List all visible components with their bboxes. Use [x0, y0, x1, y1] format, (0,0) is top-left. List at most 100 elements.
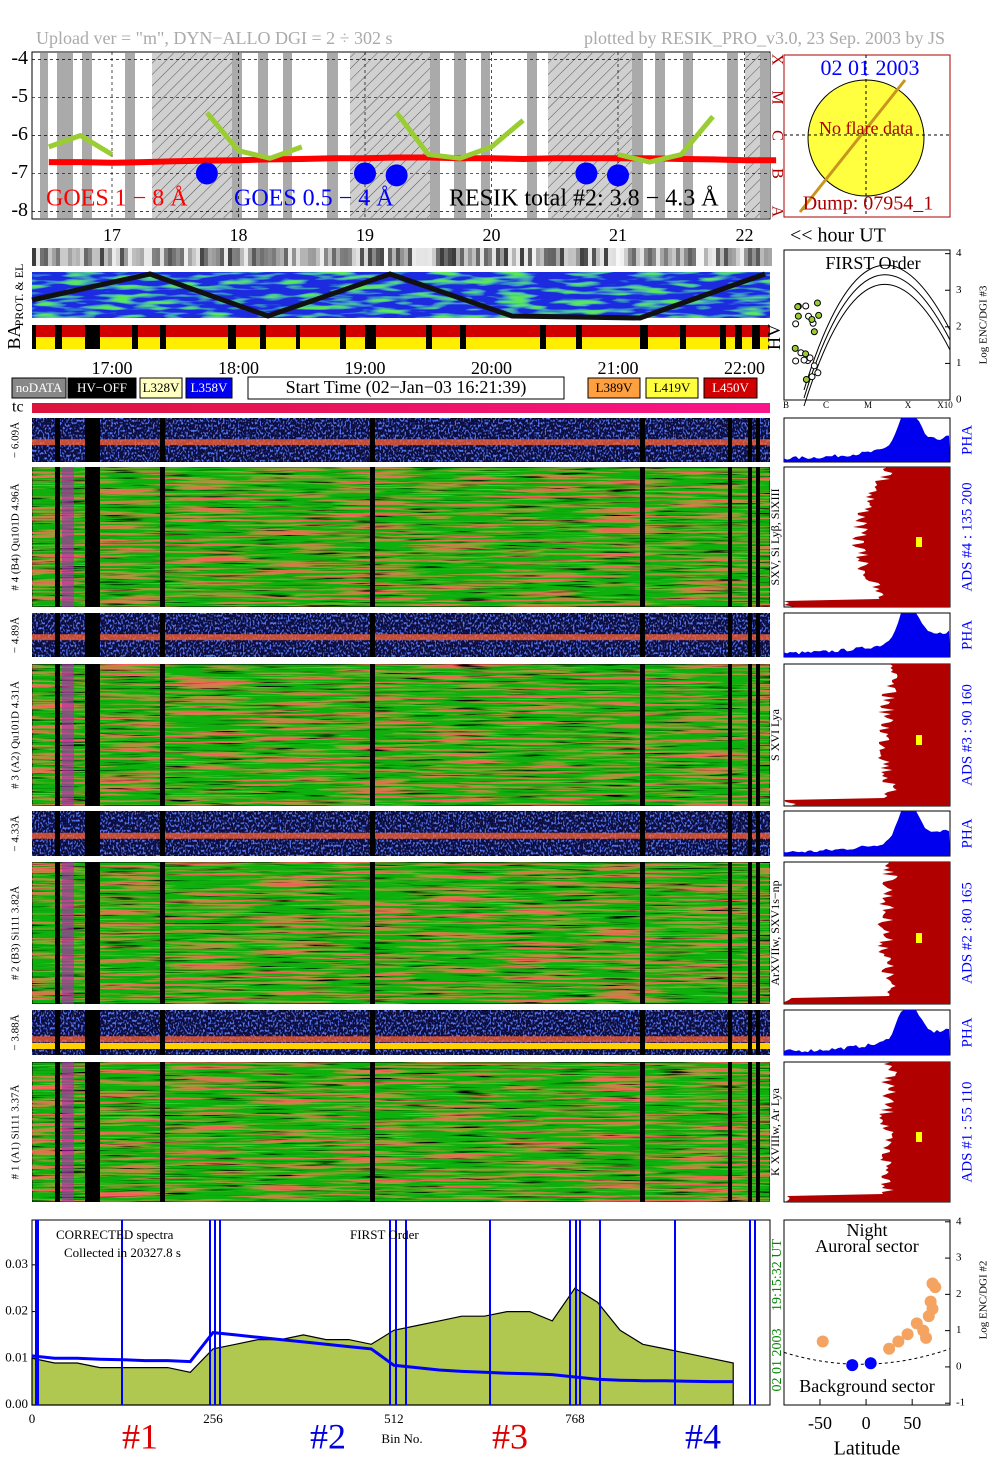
x-tick-label: -50 — [808, 1413, 832, 1433]
fo-point — [808, 373, 816, 381]
x-tick-label: M — [864, 400, 872, 410]
status-cell — [160, 248, 164, 266]
status-cell — [544, 248, 548, 266]
tc-cell — [314, 403, 320, 413]
tc-cell — [464, 403, 470, 413]
status-cell — [560, 248, 564, 266]
lat-point — [883, 1342, 896, 1355]
status-cell — [192, 248, 196, 266]
legend-box — [11, 377, 67, 399]
sun-date: 02 01 2003 — [821, 55, 920, 80]
status-cell — [648, 248, 652, 266]
status-cell — [640, 248, 644, 266]
legend-box — [587, 377, 641, 399]
status-cell — [676, 248, 680, 266]
goes-short-point — [385, 164, 408, 187]
gap — [728, 613, 732, 657]
status-cell — [296, 248, 300, 266]
strip-label: BA — [4, 324, 24, 349]
tc-cell — [422, 403, 428, 413]
status-cell — [524, 248, 528, 266]
status-cell — [424, 248, 428, 266]
tc-cell — [428, 403, 434, 413]
tc-cell — [584, 403, 590, 413]
channel-label: # 1 (A1) Si111 3.37Å — [10, 1085, 22, 1180]
gap — [756, 1010, 760, 1055]
tc-cell — [482, 403, 488, 413]
legend-box — [645, 377, 699, 399]
tc-cell — [626, 403, 632, 413]
status-cell — [636, 248, 640, 266]
pha-histogram — [784, 613, 950, 657]
gap — [748, 613, 752, 657]
class-label: B — [768, 168, 785, 179]
fo-point — [808, 315, 816, 323]
time-label: 22:00 — [724, 358, 765, 378]
ads-spectrogram — [31, 466, 771, 608]
pha-label: PHA — [959, 818, 975, 848]
status-cell — [496, 248, 500, 266]
status-cell — [36, 248, 40, 266]
pha-line — [32, 634, 770, 641]
status-cell — [144, 248, 148, 266]
hv-off — [55, 325, 62, 349]
status-cell — [460, 248, 464, 266]
status-cell — [380, 248, 384, 266]
tc-cell — [368, 403, 374, 413]
tc-cell — [164, 403, 170, 413]
status-cell — [376, 248, 380, 266]
tc-cell — [260, 403, 266, 413]
gap — [756, 664, 760, 806]
status-cell — [372, 248, 376, 266]
status-cell — [360, 248, 364, 266]
start-box — [247, 376, 565, 400]
legend-text: L328V — [143, 380, 180, 395]
spectrum-order: FIRST Order — [350, 1227, 419, 1242]
status-cell — [476, 248, 480, 266]
status-cell — [220, 248, 224, 266]
status-cell — [268, 248, 272, 266]
gap — [748, 418, 752, 462]
ads-histogram — [784, 1062, 950, 1202]
gap — [728, 418, 732, 462]
y-tick-label: -5 — [11, 85, 28, 107]
fo-title: FIRST Order — [825, 253, 920, 273]
tc-cell — [680, 403, 686, 413]
tc-cell — [638, 403, 644, 413]
legend-text: L389V — [596, 380, 633, 395]
status-cell — [608, 248, 612, 266]
gap — [748, 862, 752, 1004]
tc-cell — [458, 403, 464, 413]
status-cell — [396, 248, 400, 266]
orbit-night — [632, 53, 643, 218]
status-cell — [664, 248, 668, 266]
status-cell — [68, 248, 72, 266]
status-cell — [104, 248, 108, 266]
prot-el-track — [31, 271, 766, 321]
goes-short-point — [195, 162, 218, 185]
gap — [85, 467, 100, 607]
tc-cell — [248, 403, 254, 413]
lat-point — [926, 1302, 939, 1315]
hour-label: 21 — [609, 225, 627, 245]
tc-cell — [104, 403, 110, 413]
tc-cell — [140, 403, 146, 413]
status-cell — [32, 248, 36, 266]
status-cell — [352, 248, 356, 266]
gap — [85, 862, 100, 1004]
legend-box — [139, 377, 183, 399]
status-cell — [88, 248, 92, 266]
y-tick-label: 3 — [956, 1252, 962, 1264]
tc-cell — [86, 403, 92, 413]
y-tick-label: 0 — [956, 394, 962, 406]
fo-point — [794, 312, 802, 320]
pha-label: PHA — [959, 425, 975, 455]
status-cell — [744, 248, 748, 266]
status-cell — [344, 248, 348, 266]
gap — [160, 467, 165, 607]
gap — [728, 467, 732, 607]
tc-cell — [194, 403, 200, 413]
hv-off — [132, 325, 138, 349]
status-cell — [240, 248, 244, 266]
tc-cell — [572, 403, 578, 413]
